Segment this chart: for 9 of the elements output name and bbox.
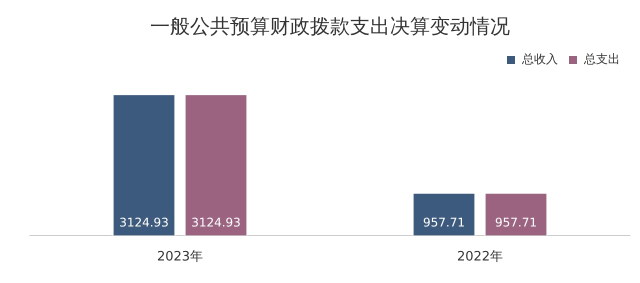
x-tick-label: 2022年 [456, 250, 504, 265]
data-label: 957.71 [423, 216, 465, 230]
legend-label: 总支出 [583, 52, 620, 66]
legend-label: 总收入 [521, 52, 558, 66]
data-label: 3124.93 [191, 216, 241, 230]
data-label: 957.71 [495, 216, 537, 230]
x-tick-label: 2023年 [156, 250, 204, 265]
chart-title: 一般公共预算财政拨款支出决算变动情况 [150, 14, 510, 38]
data-label: 3124.93 [119, 216, 169, 230]
